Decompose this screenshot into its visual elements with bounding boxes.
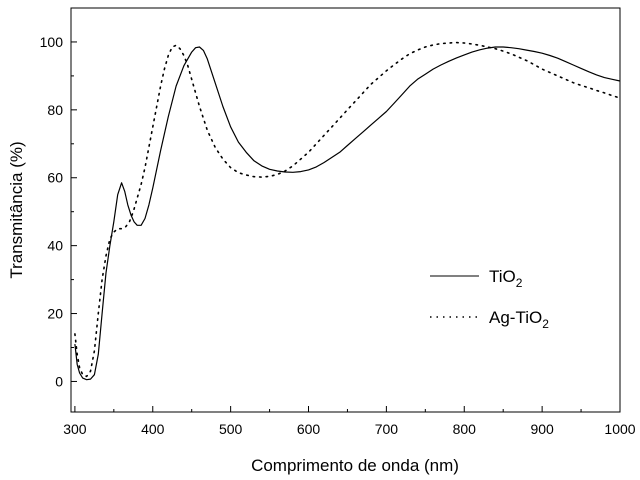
plot-frame [70, 7, 621, 413]
x-tick-label: 300 [63, 421, 87, 437]
series-line-tio2 [74, 46, 621, 381]
x-tick-label: 600 [297, 421, 321, 437]
series-lines [74, 41, 621, 381]
x-tick-label: 800 [453, 421, 477, 437]
y-tick-label: 60 [47, 170, 63, 186]
legend-label-tio2: TiO2 [489, 267, 523, 290]
x-tick-label: 700 [375, 421, 399, 437]
x-axis-title: Comprimento de onda (nm) [251, 456, 459, 475]
x-tick-label: 900 [530, 421, 554, 437]
y-axis-title: Transmitância (%) [7, 141, 26, 278]
x-tick-label: 400 [141, 421, 165, 437]
y-tick-label: 40 [47, 238, 63, 254]
y-tick-label: 0 [55, 373, 63, 389]
legend-label-ag-tio2: Ag-TiO2 [489, 308, 549, 331]
series-line-ag-tio2 [74, 41, 621, 378]
y-tick-label: 20 [47, 306, 63, 322]
ticks: 300 400 500 600 700 800 900 1000 0 20 40 60 80 100 [40, 34, 636, 437]
x-tick-label: 500 [219, 421, 243, 437]
y-tick-label: 80 [47, 102, 63, 118]
legend: TiO2 Ag-TiO2 [430, 267, 549, 331]
x-tick-label: 1000 [604, 421, 635, 437]
y-tick-label: 100 [40, 34, 64, 50]
